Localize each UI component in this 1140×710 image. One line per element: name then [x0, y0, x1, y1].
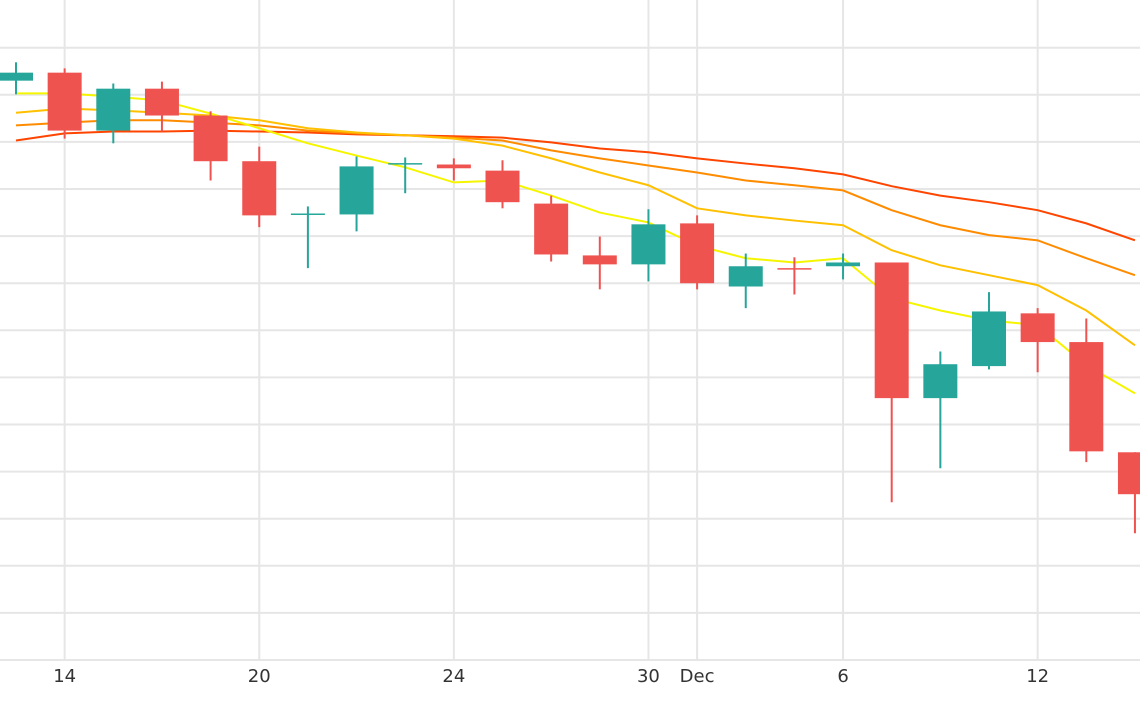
candle-body — [1069, 342, 1104, 452]
candle-body — [582, 255, 617, 265]
candle-body — [96, 88, 131, 131]
candle-body — [534, 203, 569, 255]
candle-body — [631, 224, 666, 265]
x-tick-label: 12 — [1026, 666, 1049, 687]
candle-body — [339, 166, 374, 215]
candle-body — [47, 72, 82, 131]
candle-body — [0, 72, 33, 81]
candle-body — [485, 170, 520, 203]
candle-body — [972, 311, 1006, 367]
moving-average-line — [15, 129, 1136, 242]
candle-body — [1020, 313, 1055, 343]
candle-body — [290, 213, 325, 215]
candle-body — [144, 88, 179, 116]
moving-average-line — [15, 119, 1136, 277]
moving-average-line — [16, 92, 1136, 395]
candle-body — [242, 161, 277, 216]
x-tick-label: 24 — [442, 666, 465, 687]
x-tick-label: 30 — [637, 666, 660, 687]
candle-body — [1117, 452, 1140, 495]
candle-body — [680, 223, 715, 284]
x-tick-label: 6 — [837, 666, 848, 687]
moving-average-line — [15, 107, 1136, 347]
x-tick-label: 14 — [53, 666, 76, 687]
candle-body — [923, 364, 958, 399]
candle-body — [388, 163, 423, 165]
x-tick-label: Dec — [680, 666, 715, 687]
candle-body — [436, 164, 471, 169]
x-tick-label: 20 — [248, 666, 271, 687]
candle-body — [193, 115, 228, 162]
candle-body — [777, 268, 812, 270]
candle-body — [728, 266, 763, 287]
candle-body — [874, 262, 909, 399]
candle-body — [826, 262, 861, 267]
